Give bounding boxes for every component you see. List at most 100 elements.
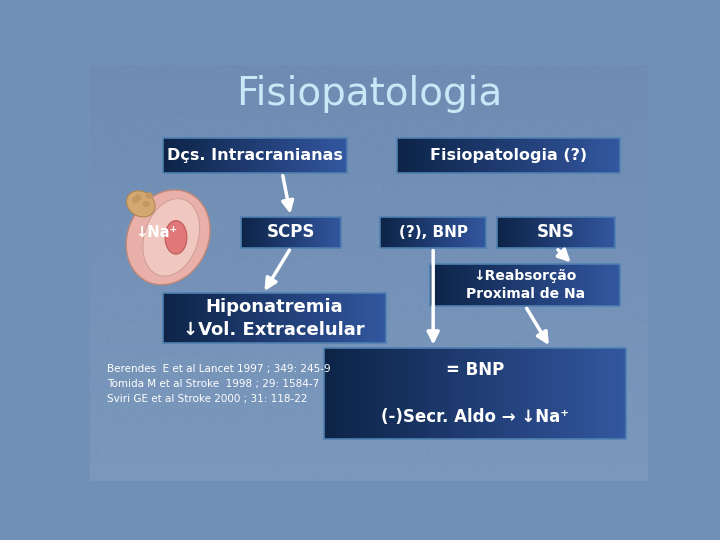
Point — [179, 400, 190, 409]
Point — [559, 179, 570, 188]
Point — [642, 130, 654, 138]
Bar — [529, 265, 533, 306]
Bar — [401, 217, 403, 248]
Point — [631, 337, 643, 346]
Bar — [220, 294, 225, 343]
Point — [302, 236, 314, 245]
Point — [372, 403, 383, 411]
Bar — [252, 294, 256, 343]
Point — [176, 240, 187, 248]
Point — [274, 173, 285, 181]
Point — [102, 338, 114, 346]
Point — [266, 455, 278, 463]
Point — [183, 173, 194, 182]
Point — [228, 207, 239, 215]
Point — [307, 268, 319, 276]
Point — [217, 299, 228, 308]
Bar — [531, 138, 535, 173]
Point — [278, 283, 289, 292]
Point — [538, 106, 549, 114]
Point — [400, 440, 411, 448]
Point — [212, 387, 223, 396]
Point — [179, 205, 190, 213]
Point — [491, 352, 503, 361]
Point — [299, 241, 310, 249]
Point — [111, 278, 122, 287]
Point — [421, 140, 433, 149]
Point — [288, 467, 300, 475]
Point — [257, 433, 269, 442]
Point — [94, 395, 105, 404]
Point — [444, 232, 456, 241]
Point — [255, 73, 266, 82]
Point — [608, 85, 619, 93]
Point — [607, 173, 618, 181]
Point — [178, 139, 189, 148]
Point — [229, 63, 240, 71]
Point — [530, 414, 541, 422]
Point — [509, 169, 521, 178]
Point — [475, 372, 487, 380]
Bar — [511, 348, 517, 439]
Bar — [476, 217, 477, 248]
Point — [531, 129, 542, 138]
Point — [384, 211, 395, 219]
Point — [331, 204, 343, 213]
Point — [330, 101, 341, 110]
Point — [428, 195, 440, 204]
Point — [240, 142, 252, 151]
Point — [373, 432, 384, 441]
Point — [95, 205, 107, 213]
Point — [582, 367, 594, 376]
Point — [521, 171, 533, 179]
Point — [402, 407, 413, 416]
Point — [479, 295, 490, 303]
Point — [321, 384, 333, 393]
Point — [387, 447, 398, 455]
Point — [376, 444, 387, 453]
Point — [226, 214, 238, 222]
Bar — [557, 138, 562, 173]
Bar — [482, 217, 484, 248]
Point — [388, 101, 400, 110]
Point — [297, 90, 309, 99]
Point — [264, 411, 276, 420]
Point — [628, 308, 639, 316]
Point — [251, 476, 262, 485]
Point — [131, 302, 143, 311]
Bar — [261, 217, 263, 248]
Point — [528, 330, 539, 339]
Point — [394, 156, 405, 164]
Point — [329, 254, 341, 263]
Point — [262, 388, 274, 397]
Point — [396, 385, 408, 394]
Point — [471, 156, 482, 165]
Point — [139, 184, 150, 193]
Bar — [336, 348, 343, 439]
Point — [454, 165, 465, 174]
Point — [588, 174, 599, 183]
Point — [89, 130, 101, 138]
Point — [174, 240, 185, 248]
Point — [304, 259, 315, 268]
Bar — [577, 217, 580, 248]
Point — [437, 97, 449, 106]
Point — [628, 277, 639, 286]
Point — [611, 397, 622, 406]
Point — [464, 119, 475, 127]
Point — [162, 269, 174, 278]
Point — [345, 309, 356, 318]
Bar — [291, 217, 293, 248]
Point — [572, 212, 584, 220]
Point — [564, 185, 575, 193]
Point — [449, 398, 460, 407]
Point — [505, 167, 516, 176]
Point — [395, 248, 407, 256]
Point — [543, 451, 554, 460]
Point — [189, 206, 200, 214]
Point — [472, 251, 484, 259]
Point — [184, 123, 195, 131]
Point — [224, 211, 235, 220]
Point — [626, 371, 637, 380]
Point — [423, 188, 435, 197]
